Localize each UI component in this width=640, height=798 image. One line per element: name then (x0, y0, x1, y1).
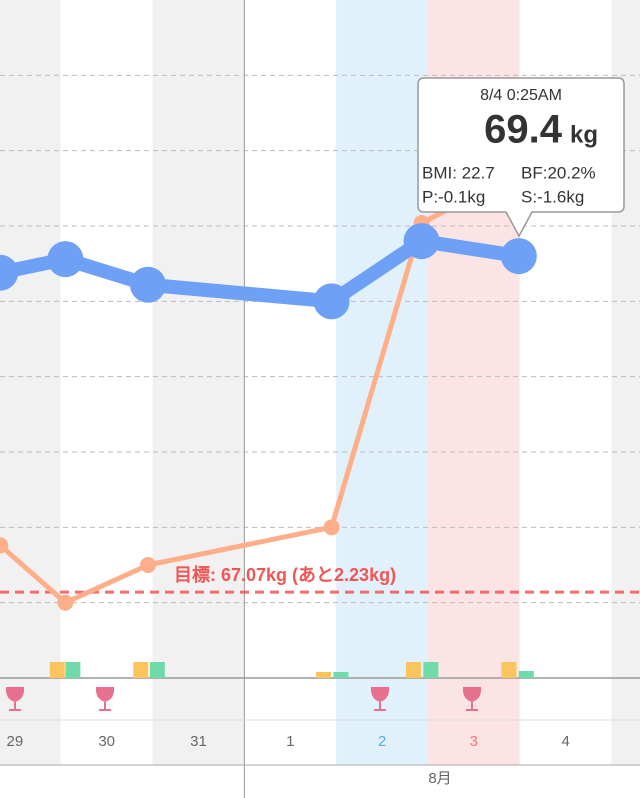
wine-icon (462, 687, 482, 711)
tooltip-time: 8/4 0:25AM (480, 87, 562, 104)
x-tick-label: 29 (7, 733, 24, 750)
series-point (0, 537, 9, 554)
activity-bar (501, 662, 517, 678)
activity-bar (405, 662, 421, 678)
activity-bar (65, 662, 81, 678)
tooltip-unit: kg (570, 121, 598, 148)
day-column (336, 0, 428, 765)
x-tick-label: 1 (286, 733, 294, 750)
series-point (129, 266, 166, 303)
tooltip-bmi: BMI: 22.7 (422, 163, 495, 182)
tooltip-box (417, 77, 625, 238)
series-point (403, 223, 440, 260)
tooltip-p: P:-0.1kg (422, 187, 485, 206)
activity-bar (333, 672, 349, 678)
series-point (500, 238, 537, 275)
wine-icon (5, 687, 25, 711)
month-label: 8月 (428, 770, 451, 787)
x-tick-label: 30 (98, 733, 115, 750)
activity-bar (315, 672, 331, 678)
wine-icon (95, 687, 115, 711)
drink-icons (5, 687, 482, 711)
day-column (244, 0, 337, 765)
day-column (60, 0, 153, 765)
tooltip: 8/4 0:25AM 69.4 kg BMI: 22.7 BF:20.2% P:… (417, 77, 625, 238)
target-label: 目標: 67.07kg (あと2.23kg) (174, 564, 396, 585)
tooltip-bf: BF:20.2% (521, 163, 596, 182)
activity-bar (149, 662, 165, 678)
series-point (323, 519, 340, 536)
tooltip-weight: 69.4 (484, 108, 563, 152)
activity-bar (518, 671, 534, 678)
activity-bar (423, 662, 439, 678)
series-point (0, 254, 19, 291)
x-tick-label: 4 (561, 733, 569, 750)
x-tick-label: 2 (378, 733, 386, 750)
series-point (313, 283, 350, 320)
series-point (57, 594, 74, 611)
activity-bar (133, 662, 149, 678)
series-line (0, 171, 520, 606)
x-tick-label: 31 (190, 733, 207, 750)
series-point (139, 557, 156, 573)
wine-icon (370, 687, 390, 711)
day-column (0, 0, 61, 765)
tooltip-s: S:-1.6kg (521, 187, 584, 206)
series-point (47, 241, 84, 278)
activity-bar (49, 662, 65, 678)
x-tick-label: 3 (470, 733, 478, 750)
day-column (152, 0, 245, 765)
